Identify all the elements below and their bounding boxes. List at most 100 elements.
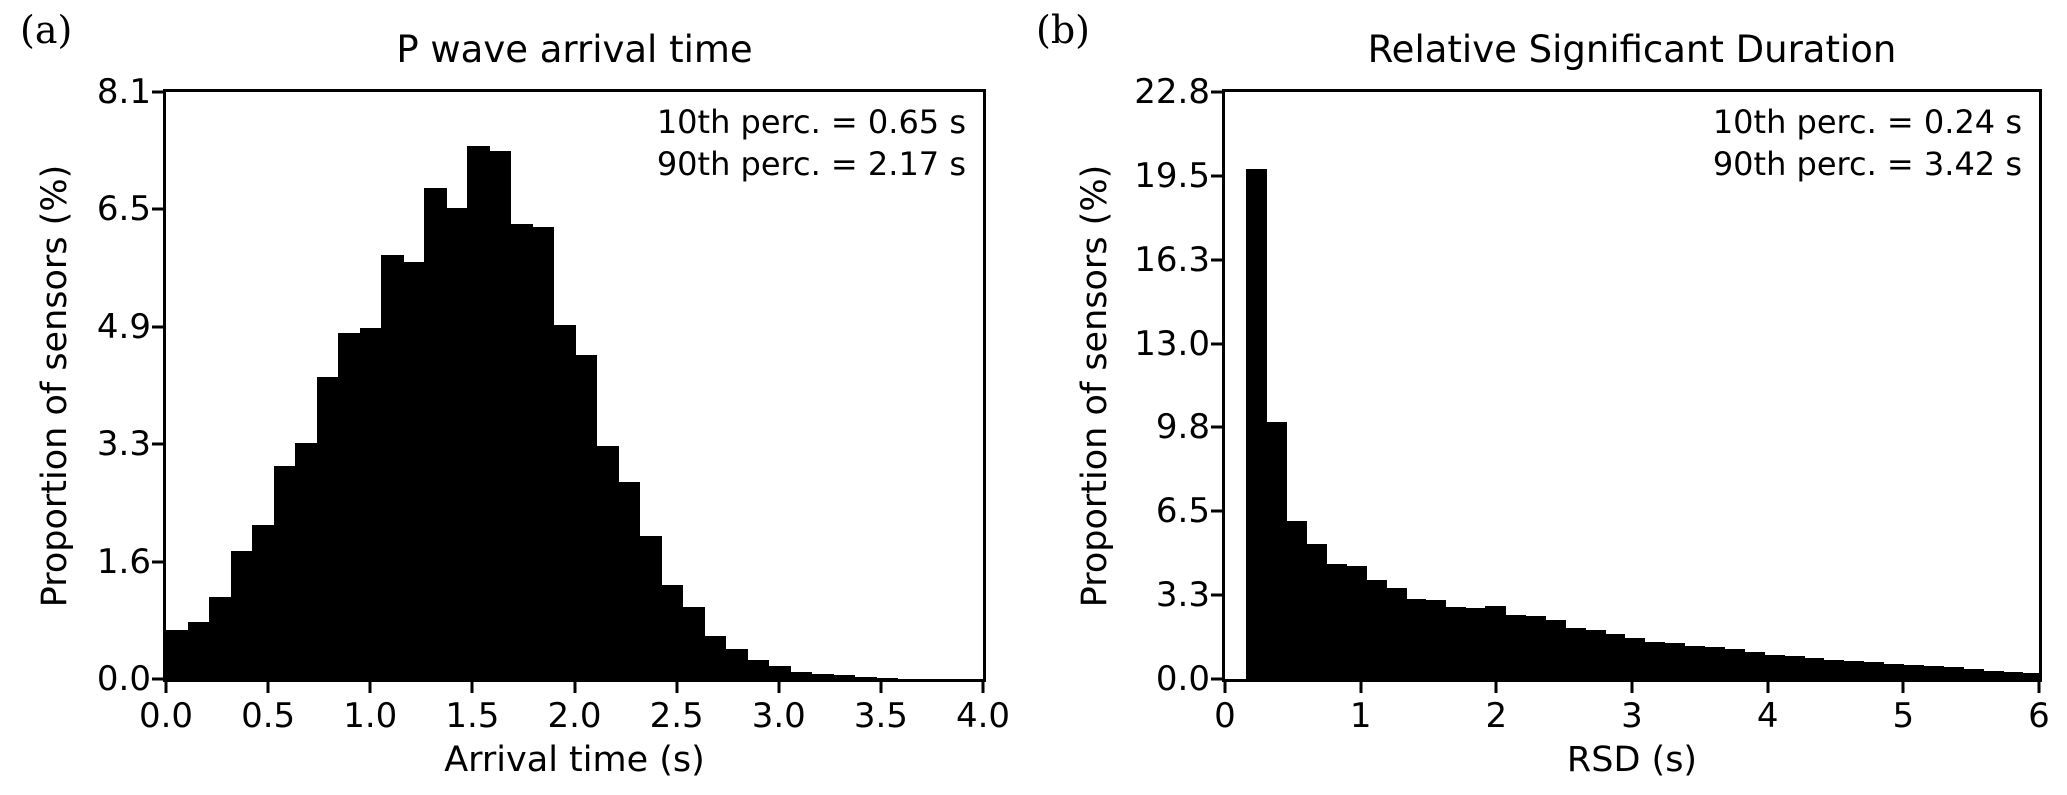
y-tick-label: 19.5 [1134,155,1210,196]
x-tick-label: 0.5 [241,696,296,736]
annotation-line: 90th perc. = 3.42 s [1712,145,2022,183]
y-tick-mark [152,325,166,329]
x-tick-mark [1630,679,1634,693]
histogram-bar [317,377,339,679]
y-tick-label: 1.6 [96,541,151,582]
histogram-bar [1326,564,1347,679]
histogram-bar [1366,580,1387,679]
panel-b-label: (b) [1036,8,1090,52]
histogram-bar [2022,673,2039,679]
histogram-bar [1445,607,1466,679]
histogram-bar [618,482,640,679]
x-tick-label: 0.0 [138,696,194,736]
histogram-bar [1664,643,1685,679]
y-tick-mark [152,560,166,564]
panel-b-ylabel: Proportion of sensors (%) [1075,164,1115,607]
histogram-bar [446,208,468,679]
x-tick-mark [1766,679,1770,693]
histogram-bar [1744,652,1765,679]
histogram-bar [768,666,791,679]
x-tick-label: 0 [1214,696,1236,736]
histogram-bar [166,630,189,679]
x-tick-label: 1.5 [445,696,500,736]
histogram-bar [1684,646,1705,679]
histogram-bar [1923,666,1944,679]
y-tick-mark [1211,425,1225,429]
panel-b-plot-area: 10th perc. = 0.24 s 90th perc. = 3.42 s … [1134,72,2050,736]
histogram-bar [725,649,748,679]
y-tick-label: 9.8 [1155,407,1210,448]
histogram-bar [1266,422,1287,679]
histogram-bar [596,446,619,679]
histogram-bar [252,525,275,679]
y-tick-label: 0.0 [1155,659,1210,699]
annotation-line: 10th perc. = 0.65 s [656,103,966,141]
x-tick-mark [1494,679,1498,693]
histogram-bar [1545,620,1566,679]
histogram-bar [424,188,447,679]
histogram-bar [381,255,404,679]
histogram-bar [510,224,533,679]
y-tick-mark [152,207,166,211]
y-tick-mark [1211,342,1225,346]
x-tick-label: 2 [1485,696,1508,736]
histogram-bar [1585,630,1606,679]
histogram-bar [1724,649,1745,679]
histogram-bar [209,597,232,679]
histogram-bar [747,660,769,679]
y-tick-mark [152,442,166,446]
histogram-bar [1624,638,1645,679]
histogram-bar [661,585,683,679]
histogram-bar [1843,661,1864,679]
histogram-bar [876,678,898,679]
histogram-bar [1386,588,1407,679]
histogram-bar [1525,616,1546,679]
x-tick-label: 2.5 [649,696,704,736]
x-tick-label: 1 [1349,696,1372,736]
histogram-bar [1346,566,1367,679]
histogram-bar [1306,544,1327,679]
x-tick-label: 3.5 [853,696,908,736]
y-tick-mark [1211,90,1225,94]
y-tick-mark [152,90,166,94]
panel-b-bars [1225,92,2039,679]
histogram-bar [1963,669,1984,679]
y-tick-label: 6.5 [96,189,151,230]
histogram-bar [575,355,597,679]
histogram-bar [1505,615,1526,679]
y-tick-mark [1211,593,1225,597]
x-tick-mark [777,679,781,693]
panel-b-xlabel: RSD (s) [1566,740,1698,780]
y-tick-label: 4.9 [96,306,151,347]
panel-a-xlabel: Arrival time (s) [444,740,705,780]
histogram-bar [854,677,877,679]
histogram-bar [489,151,511,679]
annotation-line: 90th perc. = 2.17 s [656,145,966,183]
panel-a-title: P wave arrival time [396,28,753,71]
histogram-bar [532,227,554,679]
panel-b-title: Relative Significant Duration [1367,28,1897,71]
y-tick-label: 6.5 [1155,491,1210,532]
panel-a-ylabel: Proportion of sensors (%) [35,164,75,607]
x-tick-label: 4 [1756,696,1779,736]
histogram-bar [1644,642,1665,679]
histogram-bar [231,551,253,679]
histogram-bar [1465,608,1486,679]
histogram-bar [704,636,726,679]
histogram-bar [2003,672,2023,679]
x-tick-label: 6 [2028,696,2050,736]
histogram-bar [467,146,490,679]
histogram-bar [295,443,318,679]
y-tick-label: 3.3 [96,424,151,465]
y-tick-mark [1211,174,1225,178]
panel-a-label: (a) [20,8,73,52]
histogram-bar [553,325,576,679]
histogram-bar [1704,647,1725,679]
panel-a-annotation: 10th perc. = 0.65 s 90th perc. = 2.17 s [657,101,966,185]
x-tick-mark [981,679,985,693]
histogram-bar [1883,664,1904,679]
histogram-bar [1286,521,1307,679]
x-tick-label: 3.0 [751,696,806,736]
x-tick-label: 1.0 [343,696,398,736]
